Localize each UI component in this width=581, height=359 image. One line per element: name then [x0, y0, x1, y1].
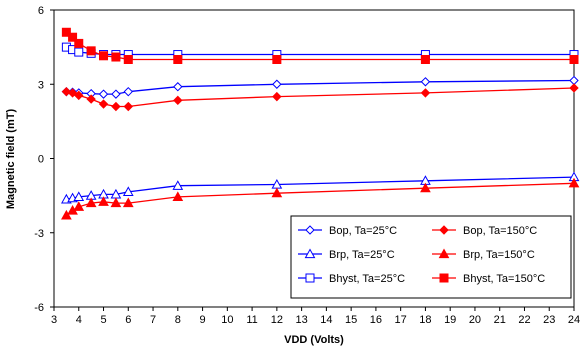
data-point: [98, 89, 109, 99]
x-tick-label: 13: [295, 314, 307, 326]
series-layer: [61, 27, 580, 220]
data-point: [123, 86, 133, 97]
x-tick-label: 5: [100, 314, 106, 326]
data-point: [172, 180, 184, 190]
series-2: [61, 83, 579, 112]
data-point: [173, 82, 183, 92]
legend-marker: [439, 273, 449, 283]
data-point: [420, 55, 430, 64]
x-tick-label: 12: [271, 314, 283, 326]
x-tick-label: 18: [419, 314, 431, 326]
data-point: [172, 191, 184, 201]
x-tick-label: 10: [221, 314, 233, 326]
legend-label: Bhyst, Ta=150°C: [463, 273, 545, 285]
data-point: [272, 91, 282, 102]
data-point: [73, 191, 85, 201]
x-tick-label: 16: [370, 314, 382, 326]
legend-label: Bop, Ta=150°C: [463, 225, 537, 237]
data-point: [68, 32, 78, 42]
legend-marker: [305, 273, 315, 283]
data-point: [111, 52, 121, 62]
data-point: [420, 77, 431, 87]
legend-item: Bop, Ta=150°C: [432, 225, 537, 237]
data-point: [98, 196, 109, 206]
axis-layer: 3 4 5 6 7 8 9 10 11 12 13 14 15 16 17 18 19 20 21 22 23 24 -6 -…: [34, 5, 580, 326]
data-point: [73, 201, 85, 211]
series-6: [61, 27, 579, 64]
x-tick-label: 9: [200, 314, 206, 326]
data-point: [111, 89, 121, 99]
y-axis-title: Magnetic field (mT): [5, 109, 17, 210]
x-tick-label: 24: [568, 314, 580, 326]
data-point: [569, 55, 579, 64]
legend-item: Bhyst, Ta=150°C: [432, 273, 545, 285]
legend-marker: [305, 225, 315, 235]
data-point: [74, 38, 84, 48]
data-point: [272, 79, 282, 89]
x-tick-label: 19: [444, 314, 456, 326]
data-point: [86, 46, 96, 56]
data-point: [61, 209, 72, 220]
data-point: [271, 187, 283, 198]
data-point: [99, 51, 109, 61]
x-tick-label: 11: [246, 314, 257, 326]
legend-item: Bop, Ta=25°C: [298, 225, 397, 237]
data-point: [122, 197, 134, 208]
x-tick-label: 20: [469, 314, 481, 326]
y-tick-label: 0: [38, 154, 44, 166]
x-tick-label: 21: [494, 314, 506, 326]
data-point: [568, 177, 580, 188]
legend-label: Bop, Ta=25°C: [329, 225, 397, 237]
data-point: [111, 101, 121, 112]
x-tick-label: 15: [345, 314, 357, 326]
data-point: [86, 94, 96, 104]
legend-marker: [439, 225, 449, 235]
data-point: [123, 101, 133, 112]
legend-label: Brp, Ta=150°C: [463, 249, 535, 261]
x-tick-label: 7: [150, 314, 156, 326]
x-tick-label: 6: [125, 314, 131, 326]
legend-item: Brp, Ta=25°C: [298, 248, 395, 261]
x-tick-label: 4: [76, 314, 82, 326]
data-point: [123, 55, 133, 64]
data-point: [85, 197, 97, 208]
data-point: [420, 182, 431, 193]
y-tick-label: 3: [38, 79, 44, 91]
data-point: [122, 186, 134, 197]
legend-marker: [438, 248, 450, 259]
data-point: [74, 47, 84, 57]
data-point: [61, 86, 72, 97]
legend-item: Brp, Ta=150°C: [432, 248, 535, 261]
x-tick-label: 17: [395, 314, 407, 326]
data-point: [110, 197, 122, 208]
x-tick-label: 23: [543, 314, 555, 326]
series-4: [61, 177, 580, 220]
x-axis-title: VDD (Volts): [284, 334, 344, 346]
data-point: [61, 27, 71, 37]
y-tick-label: 6: [38, 5, 44, 17]
legend-label: Brp, Ta=25°C: [329, 249, 395, 261]
y-tick-label: -6: [34, 302, 44, 314]
y-tick-label: -3: [34, 228, 44, 240]
data-point: [173, 55, 183, 64]
x-tick-label: 3: [51, 314, 57, 326]
data-point: [173, 95, 183, 106]
data-point: [420, 88, 431, 98]
data-point: [569, 83, 579, 93]
legend: Bop, Ta=25°C Bop, Ta=150°C Brp, Ta=25°C Brp…: [290, 215, 572, 299]
x-tick-label: 14: [320, 314, 332, 326]
x-tick-label: 22: [518, 314, 530, 326]
data-point: [98, 99, 109, 109]
x-tick-label: 8: [175, 314, 181, 326]
legend-item: Bhyst, Ta=25°C: [298, 273, 405, 285]
legend-box: [290, 215, 572, 299]
data-point: [272, 55, 282, 64]
legend-label: Bhyst, Ta=25°C: [329, 273, 405, 285]
data-point: [74, 90, 84, 101]
legend-marker: [304, 248, 316, 259]
